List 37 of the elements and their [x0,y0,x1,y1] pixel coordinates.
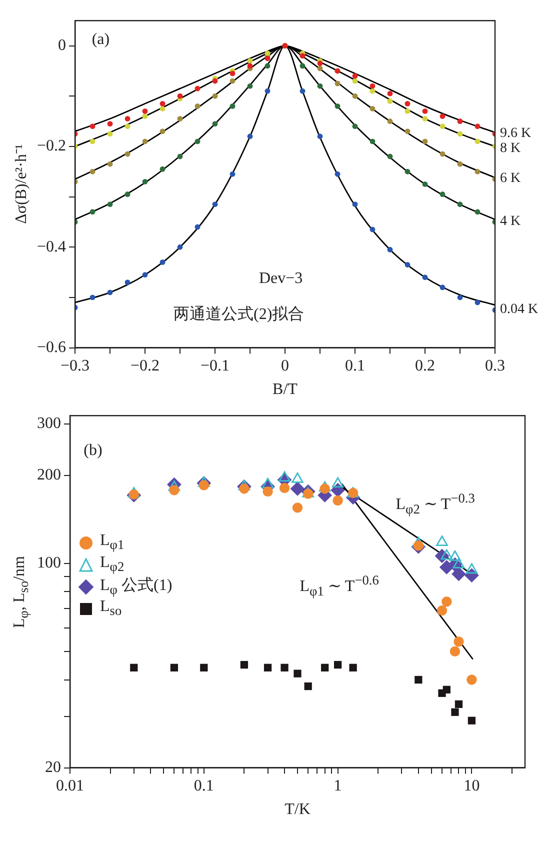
x-tick-label: 0 [281,358,290,375]
y-tick-label: −0.2 [36,138,66,155]
legend-label: L$_{so}$ [100,598,122,620]
x-tick-label: 0.01 [56,778,84,795]
x-tick-label: −0.1 [200,358,230,375]
x-tick-label: −0.3 [60,358,90,375]
x-axis-title: T/K [284,801,310,819]
x-tick-label: 0.3 [485,358,505,375]
x-tick-label: −0.2 [130,358,160,375]
y-axis-title: Δσ(B)/e²·h⁻¹ [13,144,31,224]
legend-label: L$_{φ1}$ [100,532,124,554]
y-tick-label: −0.6 [36,339,66,356]
annotation: (b) [84,442,102,460]
y-tick-label: 100 [37,554,61,572]
y-tick-label: −0.4 [36,238,66,256]
annotation: L$_{φ2}$ ∼ T$^{−0.3}$ [396,489,475,518]
x-tick-label: 0.1 [345,358,366,375]
series-label: 8 K [500,140,521,158]
annotation: L$_{φ1}$ ∼ T$^{−0.6}$ [300,571,379,600]
legend-label: L$_{φ2}$ [100,554,124,576]
series-label: 9.6 K [500,124,532,142]
x-tick-label: 0.2 [415,358,436,375]
y-tick-label: 200 [37,466,61,484]
legend-label: L$_{φ}$ 公式(1) [100,576,172,598]
x-axis-title: B/T [272,381,298,399]
series-label: 0.04 K [500,301,538,320]
annotation: Dev−3 [258,270,303,288]
x-tick-label: 0.1 [194,778,214,795]
y-tick-label: 0 [58,36,66,54]
y-tick-label: 300 [37,415,61,432]
series-label: 6 K [500,170,521,188]
x-tick-label: 10 [464,778,480,795]
annotation: (a) [92,31,110,50]
series-label: 4 K [500,212,521,231]
x-tick-label: 1 [334,778,342,795]
y-tick-label: 20 [45,759,61,776]
annotation: 两通道公式(2)拟合 [173,306,304,324]
